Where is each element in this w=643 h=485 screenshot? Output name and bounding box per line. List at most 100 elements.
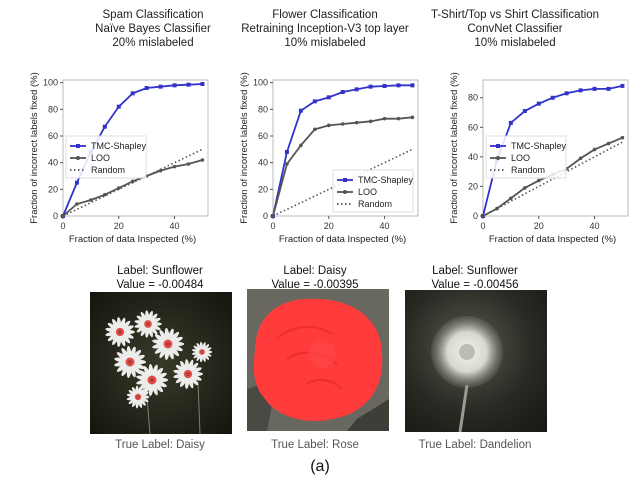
y-axis-label: Fraction of incorrect labels fixed (%) <box>29 72 40 224</box>
image-2-header: Label: Daisy Value = -0.00395 <box>271 265 359 291</box>
data-point <box>200 82 205 86</box>
y-tick-label: 80 <box>468 93 478 103</box>
daisy-center-dot <box>149 377 155 383</box>
chart-tshirt: 0 20 40 60 80 0 20 40 Fraction of data Inspected… <box>449 72 629 245</box>
legend-marker <box>343 178 347 182</box>
image-3-header: Label: Sunflower Value = -0.00456 <box>431 265 519 291</box>
daisy-center-dot <box>186 372 190 376</box>
data-point <box>508 120 513 125</box>
legend-marker <box>496 156 500 160</box>
legend-label: Random <box>91 165 125 175</box>
daisy-center-dot <box>118 330 122 334</box>
y-tick-label: 0 <box>53 211 58 221</box>
y-tick-label: 20 <box>258 184 268 194</box>
data-point <box>340 122 345 126</box>
y-tick-label: 100 <box>43 78 58 88</box>
x-tick-label: 20 <box>114 221 124 231</box>
data-point <box>340 90 345 94</box>
daisy-center-dot <box>200 350 204 354</box>
data-point <box>396 116 401 121</box>
legend-marker <box>343 190 347 194</box>
y-axis-label: Fraction of incorrect labels fixed (%) <box>449 72 460 224</box>
daisy-center-dot <box>127 359 133 365</box>
image-1-true-label: True Label: Daisy <box>115 439 205 451</box>
y-tick-label: 0 <box>473 211 478 221</box>
x-axis-label: Fraction of data Inspected (%) <box>69 234 196 245</box>
y-tick-label: 40 <box>48 158 58 168</box>
data-point <box>103 192 107 197</box>
data-point <box>410 83 415 88</box>
data-point <box>172 83 177 88</box>
chart-2-title: Flower Classification Retraining Incepti… <box>241 9 409 49</box>
x-tick-label: 0 <box>480 221 485 231</box>
y-tick-label: 80 <box>48 104 58 114</box>
data-point <box>550 95 555 100</box>
data-point <box>522 109 527 114</box>
daisy-center-dot <box>146 322 150 326</box>
rose-photo <box>247 289 389 431</box>
data-point <box>354 87 359 92</box>
data-point <box>312 99 317 104</box>
x-tick-label: 20 <box>534 221 544 231</box>
data-point <box>523 186 527 190</box>
legend-label: LOO <box>91 153 110 163</box>
data-point <box>75 202 79 206</box>
data-point <box>102 124 107 129</box>
data-point <box>284 150 289 154</box>
data-point <box>592 147 597 152</box>
data-point <box>396 83 401 88</box>
data-point <box>144 86 149 90</box>
daisy-center-dot <box>165 341 171 347</box>
chart-flower: 0 20 40 60 80 100 0 20 40 Fraction of data Inspec… <box>239 72 419 245</box>
y-tick-label: 60 <box>258 131 268 141</box>
data-point <box>298 108 303 113</box>
figure-caption: (a) <box>310 458 330 475</box>
legend-label: Random <box>511 165 545 175</box>
data-point <box>509 196 513 201</box>
image-1-header: Label: Sunflower Value = -0.00484 <box>116 265 204 291</box>
legend-marker <box>76 156 80 160</box>
legend-label: TMC-Shapley <box>358 175 414 185</box>
data-point <box>620 83 625 88</box>
data-point <box>592 86 597 91</box>
data-point <box>285 162 289 166</box>
data-point <box>382 84 387 88</box>
daisy-photo <box>90 292 232 434</box>
image-2-true-label: True Label: Rose <box>271 439 359 451</box>
x-tick-label: 20 <box>324 221 334 231</box>
dandelion-photo <box>405 290 547 432</box>
daisy-center-dot <box>136 395 140 399</box>
legend-label: LOO <box>511 153 530 163</box>
y-tick-label: 40 <box>258 158 268 168</box>
data-point <box>172 164 177 169</box>
series-line-random <box>62 148 203 217</box>
image-3-true-label: True Label: Dandelion <box>418 439 532 451</box>
x-tick-label: 40 <box>380 221 390 231</box>
data-point <box>130 91 135 96</box>
data-point <box>200 158 205 162</box>
data-point <box>186 162 191 166</box>
y-tick-label: 0 <box>263 211 268 221</box>
data-point <box>354 120 359 125</box>
data-point <box>158 84 163 89</box>
data-point <box>620 135 625 140</box>
data-point <box>74 180 79 185</box>
y-tick-label: 20 <box>48 184 58 194</box>
legend-label: LOO <box>358 187 377 197</box>
x-tick-label: 0 <box>270 221 275 231</box>
x-tick-label: 0 <box>60 221 65 231</box>
chart-spam: 0 20 40 60 80 100 0 20 40 Fraction of data Inspec… <box>29 72 209 245</box>
data-point <box>368 119 373 124</box>
data-point <box>299 143 303 148</box>
data-point <box>89 198 93 202</box>
data-point <box>606 141 611 146</box>
data-point <box>578 156 583 161</box>
chart-3-title: T-Shirt/Top vs Shirt Classification Conv… <box>430 9 600 49</box>
data-point <box>116 104 121 109</box>
y-tick-label: 40 <box>468 152 478 162</box>
data-point <box>536 101 541 106</box>
legend-label: TMC-Shapley <box>511 141 567 151</box>
x-axis-label: Fraction of data Inspected (%) <box>279 234 406 245</box>
legend-marker <box>496 144 500 148</box>
y-tick-label: 60 <box>468 122 478 132</box>
